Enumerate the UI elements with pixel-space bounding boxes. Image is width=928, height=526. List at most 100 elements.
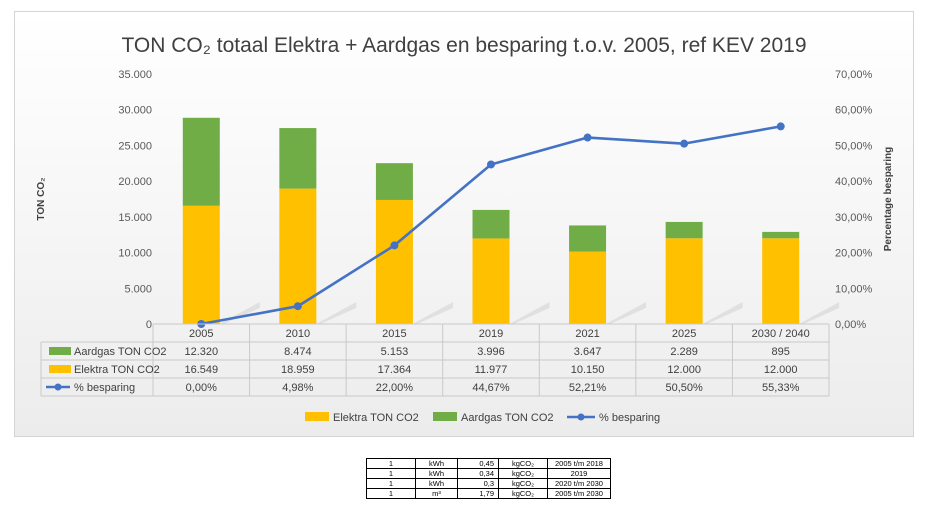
x-tick-label: 2005 [189, 328, 213, 340]
factor-cell: 2005 t/m 2030 [547, 488, 611, 499]
y2-tick-label: 30,00% [835, 212, 873, 224]
bar-shadow [509, 302, 550, 324]
bar-shadow [702, 302, 743, 324]
table-cell: 895 [772, 346, 790, 358]
factor-cell: 1,79 [457, 488, 499, 499]
bar-shadow [316, 302, 357, 324]
factor-row: 1 kWh 0,3 kgCO₂ 2020 t/m 2030 [366, 478, 611, 489]
point-besparing [680, 139, 689, 148]
table-cell: 44,67% [472, 382, 510, 394]
bar-aardgas [279, 128, 317, 189]
x-tick-label: 2025 [672, 328, 696, 340]
y-tick-label: 5.000 [124, 283, 152, 295]
table-cell: 22,00% [376, 382, 414, 394]
table-key-swatch [49, 365, 71, 373]
y-axis-title: TON CO₂ [36, 177, 47, 220]
bar-aardgas [665, 221, 703, 239]
bar-shadow [799, 302, 840, 324]
y2-tick-label: 10,00% [835, 283, 873, 295]
factor-cell: kWh [415, 458, 458, 469]
factor-cell: 1 [366, 488, 416, 499]
factor-cell: 2019 [547, 468, 611, 479]
point-besparing [390, 241, 399, 250]
chart-title: TON CO₂ totaal Elektra + Aardgas en besp… [121, 34, 806, 57]
bar-elektra [762, 238, 800, 324]
factor-cell: 2005 t/m 2018 [547, 458, 611, 469]
table-cell: 11.977 [475, 364, 508, 376]
bar-shadow [412, 302, 453, 324]
table-cell: 4,98% [282, 382, 313, 394]
table-cell: 8.474 [284, 346, 312, 358]
table-row-header: Aardgas TON CO2 [74, 346, 167, 358]
table-cell: 10.150 [571, 364, 605, 376]
x-tick-label: 2015 [382, 328, 406, 340]
factor-cell: 2020 t/m 2030 [547, 478, 611, 489]
x-tick-label: 2021 [575, 328, 599, 340]
factor-cell: 1 [366, 478, 416, 489]
bar-shadow [606, 302, 647, 324]
table-cell: 12.000 [667, 364, 701, 376]
chart-area: TON CO₂ totaal Elektra + Aardgas en besp… [14, 11, 914, 437]
table-cell: 0,00% [186, 382, 217, 394]
table-cell: 3.647 [574, 346, 602, 358]
factor-cell: 1 [366, 468, 416, 479]
bar-elektra [472, 238, 510, 324]
point-besparing [293, 302, 302, 311]
emission-factor-table: 1 kWh 0,45 kgCO₂ 2005 t/m 2018 1 kWh 0,34 kgCO₂ 2… [366, 458, 611, 499]
chart-svg: TON CO₂ totaal Elektra + Aardgas en besp… [36, 34, 894, 424]
y2-tick-label: 70,00% [835, 69, 873, 81]
point-besparing [487, 160, 495, 169]
table-cell: 12.320 [184, 346, 218, 358]
factor-cell: kgCO₂ [498, 468, 548, 479]
bar-elektra [279, 188, 317, 324]
table-row-header: Elektra TON CO2 [74, 364, 160, 376]
factor-cell: kWh [415, 468, 458, 479]
bar-aardgas [569, 225, 607, 252]
y2-tick-label: 60,00% [835, 105, 873, 117]
legend-marker-besparing [577, 413, 585, 421]
y-tick-label: 30.000 [118, 105, 152, 117]
x-tick-label: 2030 / 2040 [752, 328, 810, 340]
factor-row: 1 m³ 1,79 kgCO₂ 2005 t/m 2030 [366, 488, 611, 499]
y-tick-label: 35.000 [118, 69, 152, 81]
point-besparing [583, 133, 592, 142]
x-tick-label: 2019 [479, 328, 503, 340]
table-cell: 3.996 [477, 346, 505, 358]
table-cell: 55,33% [762, 382, 800, 394]
y-tick-label: 15.000 [118, 212, 152, 224]
factor-cell: 0,45 [457, 458, 499, 469]
table-cell: 5.153 [381, 346, 409, 358]
table-cell: 50,50% [665, 382, 703, 394]
bar-aardgas [472, 209, 510, 239]
table-cell: 17.364 [378, 364, 412, 376]
factor-cell: 0,34 [457, 468, 499, 479]
legend-swatch-elektra [305, 412, 329, 421]
bar-elektra [569, 251, 607, 324]
table-cell: 16.549 [184, 364, 218, 376]
legend-swatch-aardgas [433, 412, 457, 421]
factor-cell: kgCO₂ [498, 488, 548, 499]
table-cell: 2.289 [670, 346, 698, 358]
legend-label: Aardgas TON CO2 [461, 412, 554, 424]
bar-aardgas [375, 163, 413, 200]
factor-cell: kgCO₂ [498, 458, 548, 469]
bar-elektra [182, 205, 220, 324]
legend-label: % besparing [599, 412, 660, 424]
table-cell: 12.000 [764, 364, 798, 376]
bar-aardgas [182, 117, 220, 206]
bar-elektra [665, 238, 703, 324]
table-key-marker [54, 383, 62, 391]
y-tick-label: 20.000 [118, 176, 152, 188]
bar-aardgas [762, 231, 800, 239]
y2-axis-title: Percentage besparing [883, 147, 894, 251]
y-tick-label: 0 [146, 319, 152, 331]
factor-cell: m³ [415, 488, 458, 499]
table-cell: 18.959 [281, 364, 315, 376]
factor-row: 1 kWh 0,45 kgCO₂ 2005 t/m 2018 [366, 458, 611, 469]
y2-tick-label: 0,00% [835, 319, 866, 331]
y-tick-label: 25.000 [118, 140, 152, 152]
table-cell: 52,21% [569, 382, 607, 394]
table-key-swatch [49, 347, 71, 355]
factor-cell: kgCO₂ [498, 478, 548, 489]
legend-label: Elektra TON CO2 [333, 412, 419, 424]
